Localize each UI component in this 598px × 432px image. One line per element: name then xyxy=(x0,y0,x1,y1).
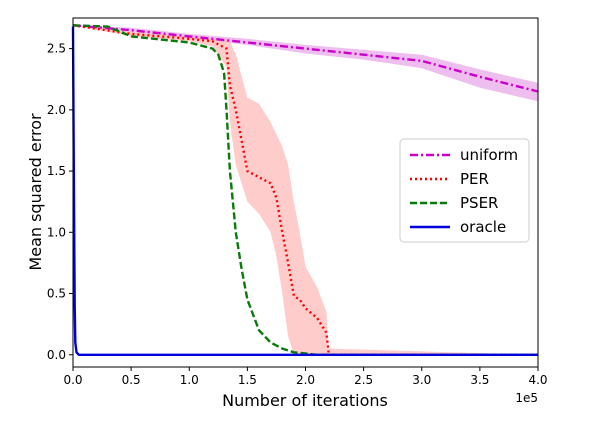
x-tick-label: 0.5 xyxy=(122,373,141,387)
x-axis-offset-label: 1e5 xyxy=(515,391,538,405)
series-lines xyxy=(71,24,539,356)
uniform-legend-label: uniform xyxy=(460,146,518,164)
x-tick-label: 1.5 xyxy=(238,373,257,387)
oracle-line xyxy=(71,26,538,356)
y-tick-label: 2.0 xyxy=(47,103,66,117)
y-axis-ticks: 0.0 0.5 1.0 1.5 2.0 2.5 xyxy=(47,42,73,362)
x-tick-label: 2.0 xyxy=(296,373,315,387)
y-tick-label: 1.0 xyxy=(47,225,66,239)
oracle-legend-label: oracle xyxy=(460,218,506,236)
legend-frame xyxy=(399,138,530,243)
x-tick-label: 1.0 xyxy=(180,373,199,387)
PSER-line xyxy=(72,24,538,356)
confidence-bands xyxy=(73,25,538,355)
y-tick-label: 0.5 xyxy=(47,287,66,301)
x-tick-label: 2.5 xyxy=(354,373,373,387)
uniform-band xyxy=(73,25,538,102)
x-tick-label: 0.0 xyxy=(63,373,82,387)
x-tick-label: 3.5 xyxy=(470,373,489,387)
x-tick-label: 4.0 xyxy=(528,373,547,387)
x-axis-title: Number of iterations xyxy=(222,391,388,410)
PER-band xyxy=(73,25,538,355)
y-tick-label: 1.5 xyxy=(47,164,66,178)
x-axis-ticks: 0.0 0.5 1.0 1.5 2.0 2.5 3.0 3.5 4.0 xyxy=(63,367,548,387)
uniform-line xyxy=(72,24,539,93)
PSER-legend-label: PSER xyxy=(460,194,498,212)
legend: uniform PER PSER oracle xyxy=(399,138,530,243)
x-tick-label: 3.0 xyxy=(412,373,431,387)
y-tick-label: 0.0 xyxy=(47,348,66,362)
y-axis-title: Mean squared error xyxy=(26,113,45,271)
y-tick-label: 2.5 xyxy=(47,42,66,56)
PER-legend-label: PER xyxy=(460,170,489,188)
